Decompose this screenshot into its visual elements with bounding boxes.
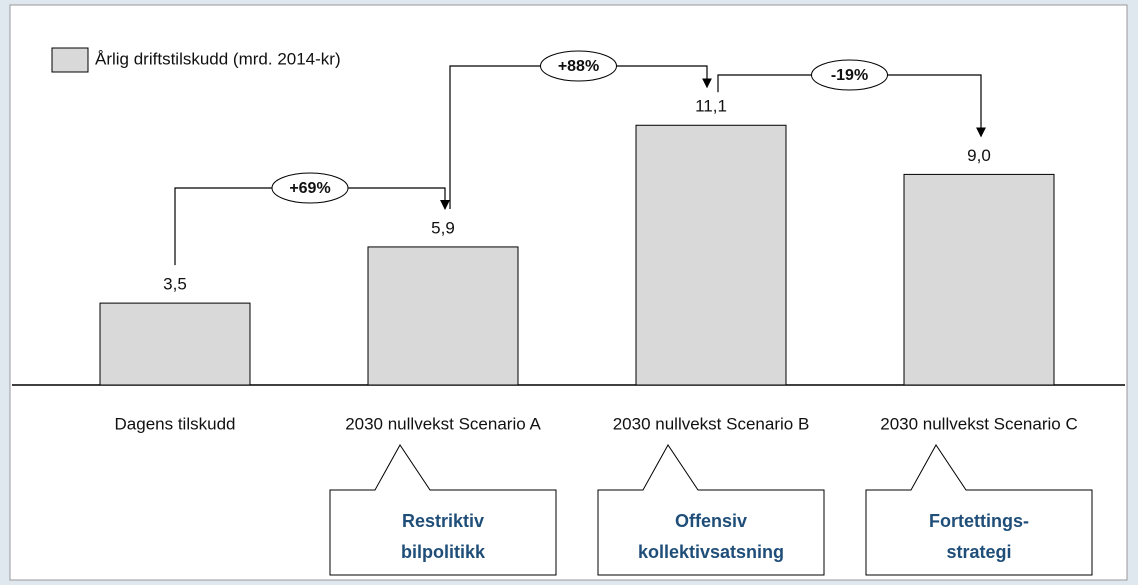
change-label: +88% (558, 58, 599, 75)
legend-label: Årlig driftstilskudd (mrd. 2014-kr) (95, 49, 341, 68)
x-tick-label: 2030 nullvekst Scenario C (880, 414, 1078, 433)
bar (99, 302, 251, 386)
bar (635, 124, 787, 386)
x-tick-label: Dagens tilskudd (115, 414, 236, 433)
callout-box (597, 444, 825, 576)
callout-box (865, 444, 1093, 576)
bar (903, 173, 1055, 386)
callout-text: Fortettings- (929, 511, 1029, 531)
value-label: 5,9 (431, 218, 455, 237)
change-bubble (271, 172, 349, 204)
value-label: 11,1 (695, 97, 727, 116)
x-tick-label: 2030 nullvekst Scenario A (345, 414, 541, 433)
callout-text: Offensiv (675, 511, 747, 531)
callout-box (329, 444, 557, 576)
legend-swatch (51, 47, 89, 73)
x-tick-label: 2030 nullvekst Scenario B (613, 414, 810, 433)
value-label: 3,5 (163, 275, 187, 294)
value-label: 9,0 (967, 146, 991, 165)
change-label: -19% (831, 67, 868, 84)
change-bubble (540, 50, 617, 82)
bar (367, 246, 519, 386)
change-label: +69% (289, 180, 330, 197)
callout-text: Restriktiv (402, 511, 484, 531)
callout-text: strategi (946, 542, 1011, 562)
callout-text: kollektivsatsning (638, 542, 784, 562)
callout-text: bilpolitikk (401, 542, 486, 562)
change-bubble (811, 59, 888, 91)
